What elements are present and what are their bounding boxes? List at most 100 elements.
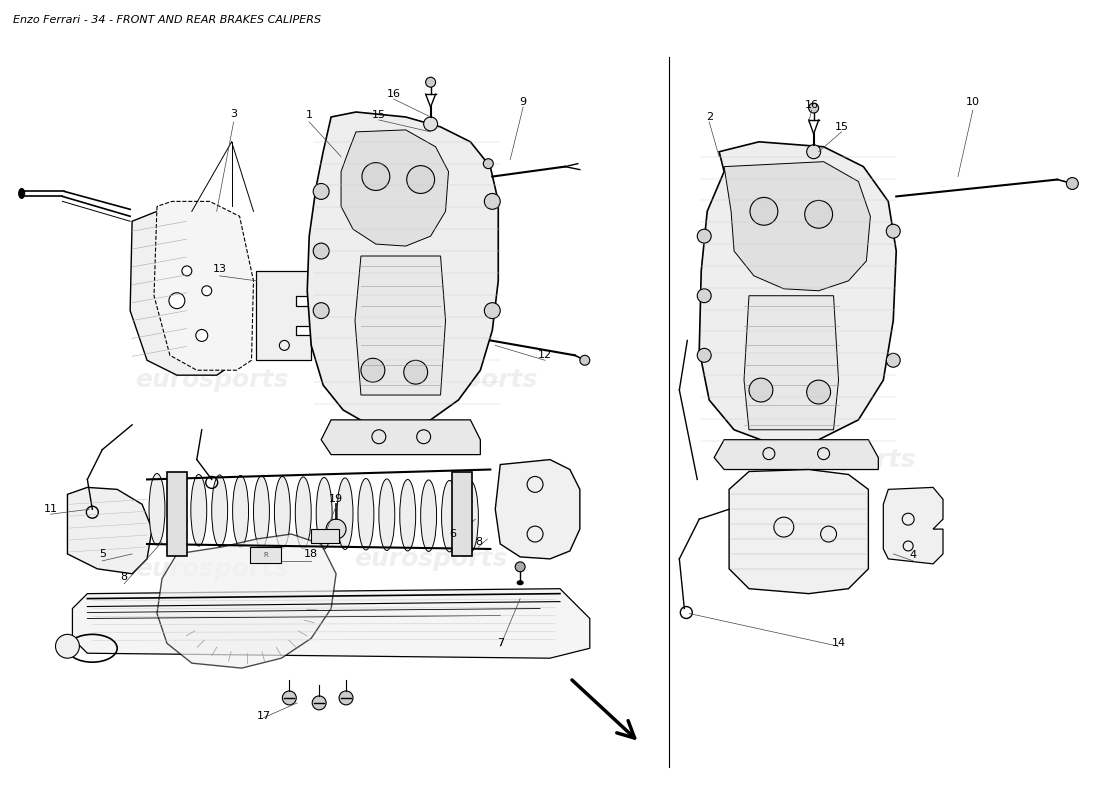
Text: 14: 14: [832, 638, 846, 648]
Text: 7: 7: [497, 638, 504, 648]
Text: 11: 11: [44, 504, 57, 514]
Text: eurosports: eurosports: [135, 368, 288, 392]
Text: 17: 17: [256, 710, 271, 721]
Text: 19: 19: [329, 494, 343, 504]
Ellipse shape: [378, 479, 395, 550]
Circle shape: [424, 117, 438, 131]
Polygon shape: [700, 142, 896, 445]
Circle shape: [169, 293, 185, 309]
Circle shape: [182, 266, 191, 276]
Ellipse shape: [358, 478, 374, 550]
Text: 8: 8: [475, 537, 482, 547]
Circle shape: [887, 354, 900, 367]
Ellipse shape: [253, 476, 270, 547]
Circle shape: [515, 562, 525, 572]
Ellipse shape: [169, 474, 186, 546]
Ellipse shape: [399, 479, 416, 551]
Polygon shape: [256, 271, 321, 360]
Polygon shape: [729, 470, 868, 594]
Circle shape: [749, 378, 773, 402]
Ellipse shape: [316, 478, 332, 549]
Ellipse shape: [274, 477, 290, 548]
Text: 18: 18: [304, 549, 318, 559]
Ellipse shape: [441, 481, 458, 552]
Circle shape: [196, 330, 208, 342]
Polygon shape: [724, 162, 870, 290]
Polygon shape: [130, 211, 233, 375]
Polygon shape: [341, 130, 449, 246]
Circle shape: [362, 162, 389, 190]
Ellipse shape: [211, 475, 228, 546]
Text: eurosports: eurosports: [384, 368, 537, 392]
Text: 13: 13: [212, 264, 227, 274]
Text: Enzo Ferrari - 34 - FRONT AND REAR BRAKES CALIPERS: Enzo Ferrari - 34 - FRONT AND REAR BRAKE…: [13, 14, 321, 25]
Circle shape: [484, 194, 500, 210]
Ellipse shape: [295, 477, 311, 549]
Ellipse shape: [19, 189, 24, 198]
Circle shape: [808, 103, 818, 113]
Bar: [250, 547, 282, 563]
Circle shape: [314, 243, 329, 259]
Circle shape: [697, 229, 712, 243]
Circle shape: [483, 158, 493, 169]
Circle shape: [887, 224, 900, 238]
Text: 15: 15: [372, 110, 386, 120]
Circle shape: [697, 348, 712, 362]
Circle shape: [312, 696, 326, 710]
Polygon shape: [744, 296, 838, 430]
Circle shape: [314, 302, 329, 318]
Bar: [167, 471, 187, 556]
Circle shape: [806, 380, 830, 404]
Polygon shape: [355, 256, 446, 395]
Ellipse shape: [420, 480, 437, 551]
Text: eurosports: eurosports: [135, 557, 288, 581]
Text: 9: 9: [519, 97, 527, 107]
Ellipse shape: [232, 475, 249, 547]
Polygon shape: [67, 487, 152, 574]
Circle shape: [805, 200, 833, 228]
Ellipse shape: [148, 474, 165, 545]
Ellipse shape: [462, 481, 478, 553]
Text: 1: 1: [306, 110, 312, 120]
Text: 3: 3: [230, 109, 238, 119]
Circle shape: [697, 289, 712, 302]
Polygon shape: [321, 420, 481, 454]
Text: 12: 12: [538, 350, 552, 360]
Ellipse shape: [337, 478, 353, 550]
Text: 8: 8: [121, 572, 128, 582]
Circle shape: [1066, 178, 1078, 190]
Text: 16: 16: [805, 100, 818, 110]
Text: 6: 6: [449, 529, 456, 539]
Polygon shape: [883, 487, 943, 564]
Ellipse shape: [190, 474, 207, 546]
Circle shape: [283, 691, 296, 705]
Text: eurosports: eurosports: [762, 447, 915, 471]
Text: 4: 4: [910, 550, 916, 560]
Circle shape: [404, 360, 428, 384]
Circle shape: [314, 183, 329, 199]
Bar: [452, 471, 472, 556]
Circle shape: [55, 634, 79, 658]
Polygon shape: [714, 440, 878, 470]
Text: R: R: [263, 552, 267, 558]
Circle shape: [426, 78, 436, 87]
Ellipse shape: [517, 581, 524, 585]
Text: 5: 5: [99, 549, 106, 559]
Circle shape: [580, 355, 590, 366]
Circle shape: [750, 198, 778, 226]
Circle shape: [806, 145, 821, 158]
Text: eurosports: eurosports: [354, 547, 507, 571]
Polygon shape: [157, 534, 337, 668]
Text: 10: 10: [966, 97, 980, 107]
Polygon shape: [307, 112, 498, 430]
Circle shape: [361, 358, 385, 382]
Text: 2: 2: [705, 112, 713, 122]
Circle shape: [407, 166, 434, 194]
Text: 16: 16: [387, 89, 400, 99]
Text: 15: 15: [835, 122, 848, 132]
Polygon shape: [495, 459, 580, 559]
Circle shape: [484, 302, 500, 318]
Polygon shape: [154, 202, 253, 370]
Circle shape: [201, 286, 211, 296]
Bar: [311, 529, 339, 543]
